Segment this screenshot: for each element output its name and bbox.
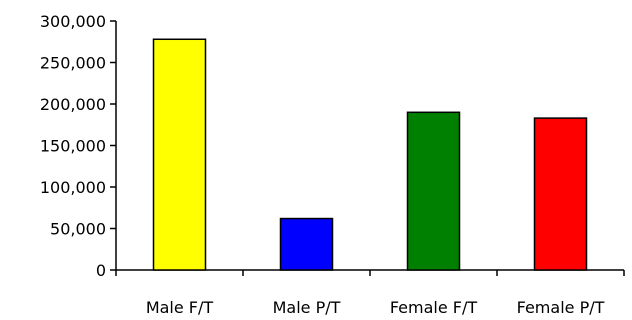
y-axis: 0 50,000 100,000 150,000 200,000 250,000 300,0… <box>40 12 117 280</box>
x-axis: Male F/T Male P/T Female F/T Female P/T <box>115 269 625 317</box>
y-tick-label: 300,000 <box>40 12 106 31</box>
bar-female-f-t <box>406 111 461 271</box>
bar-male-p-t <box>279 217 334 271</box>
bar-female-p-t <box>533 117 588 271</box>
bars <box>152 38 588 271</box>
y-tick-label: 200,000 <box>40 95 106 114</box>
y-tick-label: 50,000 <box>50 220 106 239</box>
x-category-label: Female F/T <box>390 298 478 317</box>
y-tick-label: 250,000 <box>40 54 106 73</box>
x-category-label: Female P/T <box>517 298 605 317</box>
bar-male-f-t <box>152 38 207 271</box>
y-tick-label: 100,000 <box>40 178 106 197</box>
y-tick-label: 0 <box>96 261 106 280</box>
y-tick-label: 150,000 <box>40 137 106 156</box>
x-category-label: Male F/T <box>146 298 214 317</box>
x-category-label: Male P/T <box>273 298 341 317</box>
